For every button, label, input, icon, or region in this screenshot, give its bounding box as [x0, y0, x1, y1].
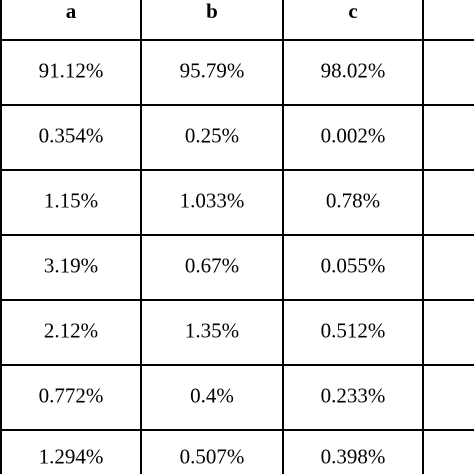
table-cell: 2.12% — [44, 318, 98, 342]
table-cell: 95.79% — [180, 58, 245, 82]
table-cell: 1.35% — [185, 318, 239, 342]
table-cell: 0.233% — [321, 383, 386, 407]
table-cell: 3.19% — [44, 253, 98, 277]
table-cell: 91.12% — [39, 58, 104, 82]
table-cell: 98.02% — [321, 58, 386, 82]
header-cell: b — [206, 0, 218, 23]
table-cell: 1.033% — [180, 188, 245, 212]
table-cell: 0.002% — [321, 123, 386, 147]
table-cell: 1.294% — [39, 444, 104, 468]
table-cell: 0.78% — [326, 188, 380, 212]
table-cell: 0.354% — [39, 123, 104, 147]
table-cell: 0.055% — [321, 253, 386, 277]
table-cell: 0.512% — [321, 318, 386, 342]
table-cell: 0.507% — [180, 444, 245, 468]
header-cell: c — [348, 0, 357, 23]
table-cell: 0.4% — [190, 383, 234, 407]
table-cell: 0.67% — [185, 253, 239, 277]
header-cell: a — [66, 0, 77, 23]
table-cell: 1.15% — [44, 188, 98, 212]
table-cell: 0.25% — [185, 123, 239, 147]
table-cell: 0.772% — [39, 383, 104, 407]
table-cell: 0.398% — [321, 444, 386, 468]
